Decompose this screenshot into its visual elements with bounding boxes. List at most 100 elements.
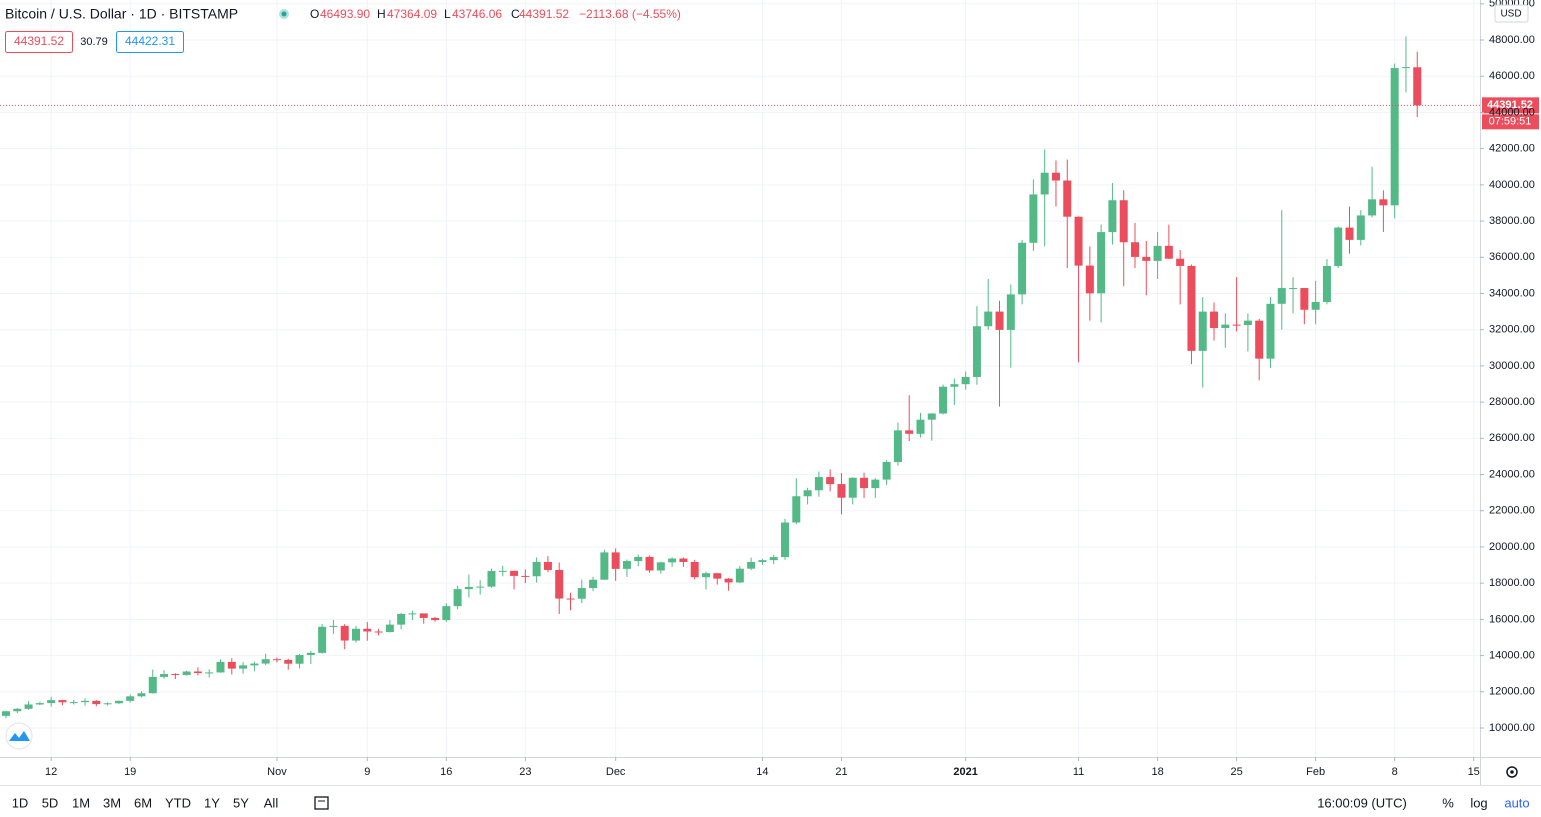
candle-body [1029, 194, 1038, 243]
y-tick-label: 16000.00 [1489, 613, 1535, 625]
range-button[interactable]: YTD [165, 795, 191, 810]
candles [2, 36, 1422, 719]
candle-body [103, 703, 112, 705]
candle-body [453, 589, 462, 607]
range-button[interactable]: 1Y [204, 795, 220, 810]
candle-body [724, 578, 733, 583]
range-button[interactable]: 5D [42, 795, 59, 810]
gear-center[interactable] [1510, 770, 1514, 774]
candle-body [261, 659, 270, 664]
x-tick-label: 23 [519, 766, 531, 778]
log-toggle[interactable]: log [1470, 795, 1487, 810]
candle-body [1051, 172, 1060, 181]
auto-toggle[interactable]: auto [1504, 795, 1529, 810]
candle-body [126, 696, 135, 701]
candle-body [860, 477, 869, 489]
change: −2113.68 (−4.55%) [579, 7, 681, 21]
candle-body [58, 700, 67, 703]
candle-body [92, 700, 101, 705]
candle-body [318, 626, 327, 653]
candle-body [668, 558, 677, 563]
candle-body [35, 703, 44, 705]
ask[interactable]: 44422.31 [125, 34, 175, 48]
candle-body [329, 625, 338, 627]
candle-body [735, 568, 744, 583]
ask-box[interactable] [116, 31, 184, 53]
candle-body [171, 674, 180, 676]
candle-body [1232, 324, 1241, 326]
bid[interactable]: 44391.52 [14, 34, 64, 48]
x-tick-label: 21 [835, 766, 847, 778]
last-price-label: 44391.52 [1487, 99, 1533, 111]
range-button[interactable]: 6M [134, 795, 152, 810]
candle-body [1401, 67, 1410, 69]
candle-body [182, 671, 191, 675]
percent-toggle[interactable]: % [1442, 795, 1454, 810]
candle-body [1142, 256, 1151, 261]
range-button[interactable]: All [264, 795, 279, 810]
candle-body [1176, 258, 1185, 266]
candle-body [769, 557, 778, 561]
candle-body [1040, 172, 1049, 195]
range-button[interactable]: 1D [12, 795, 29, 810]
candle-body [837, 484, 846, 498]
candle-body [205, 672, 214, 674]
candle-body [24, 704, 33, 709]
range-button[interactable]: 1M [72, 795, 90, 810]
candle-body [340, 625, 349, 641]
y-tick-label: 30000.00 [1489, 360, 1535, 372]
y-tick-label: 24000.00 [1489, 468, 1535, 480]
spread: 30.79 [80, 36, 108, 48]
y-tick-label: 22000.00 [1489, 505, 1535, 517]
candle-body [905, 430, 914, 434]
candle-body [239, 665, 248, 669]
candle-body [826, 477, 835, 485]
gear[interactable] [1506, 766, 1518, 778]
candle-body [521, 575, 530, 577]
candle-body [1210, 311, 1219, 329]
goto-date-icon[interactable] [314, 796, 329, 810]
candle-body [611, 552, 620, 569]
candle-body [577, 588, 586, 599]
x-tick-label: 19 [124, 766, 136, 778]
x-tick-label: Feb [1306, 766, 1325, 778]
x-tick-label: 14 [756, 766, 768, 778]
candle-body [1379, 199, 1388, 206]
candle-body [397, 613, 406, 625]
x-tick-label: Dec [606, 766, 626, 778]
logo [5, 722, 33, 750]
candle-body [1074, 216, 1083, 266]
candle-body [385, 624, 394, 633]
candle-body [487, 571, 496, 587]
currency: USD [1500, 9, 1521, 20]
calendar[interactable] [314, 796, 329, 810]
candle-body [81, 700, 90, 703]
candle-body [1289, 288, 1298, 290]
candle-body [882, 462, 891, 480]
candle-body [13, 708, 22, 712]
ohlc-value: 46493.90 [320, 7, 370, 21]
ohlc-label: H [377, 7, 386, 21]
candle-body [1390, 68, 1399, 206]
candle-body [1119, 200, 1128, 243]
bid-box[interactable] [5, 31, 73, 53]
range-button[interactable]: 5Y [233, 795, 249, 810]
range-button[interactable]: 3M [103, 795, 121, 810]
candle-body [600, 552, 609, 580]
clock: 16:00:09 (UTC) [1317, 795, 1407, 810]
last-price-box [1482, 97, 1539, 114]
candle-body [972, 326, 981, 377]
candle-body [927, 413, 936, 420]
ohlc-label: C [511, 7, 520, 21]
candle-body [1413, 67, 1422, 106]
settings-icon[interactable] [1506, 766, 1518, 778]
candle-body [781, 522, 790, 558]
candle-body [1187, 265, 1196, 351]
candle-body [351, 628, 360, 641]
candle-body [747, 561, 756, 569]
logo-shape [9, 731, 30, 741]
x-tick-label: 2021 [953, 766, 977, 778]
candle-body [250, 663, 259, 666]
candle-body [1153, 245, 1162, 261]
